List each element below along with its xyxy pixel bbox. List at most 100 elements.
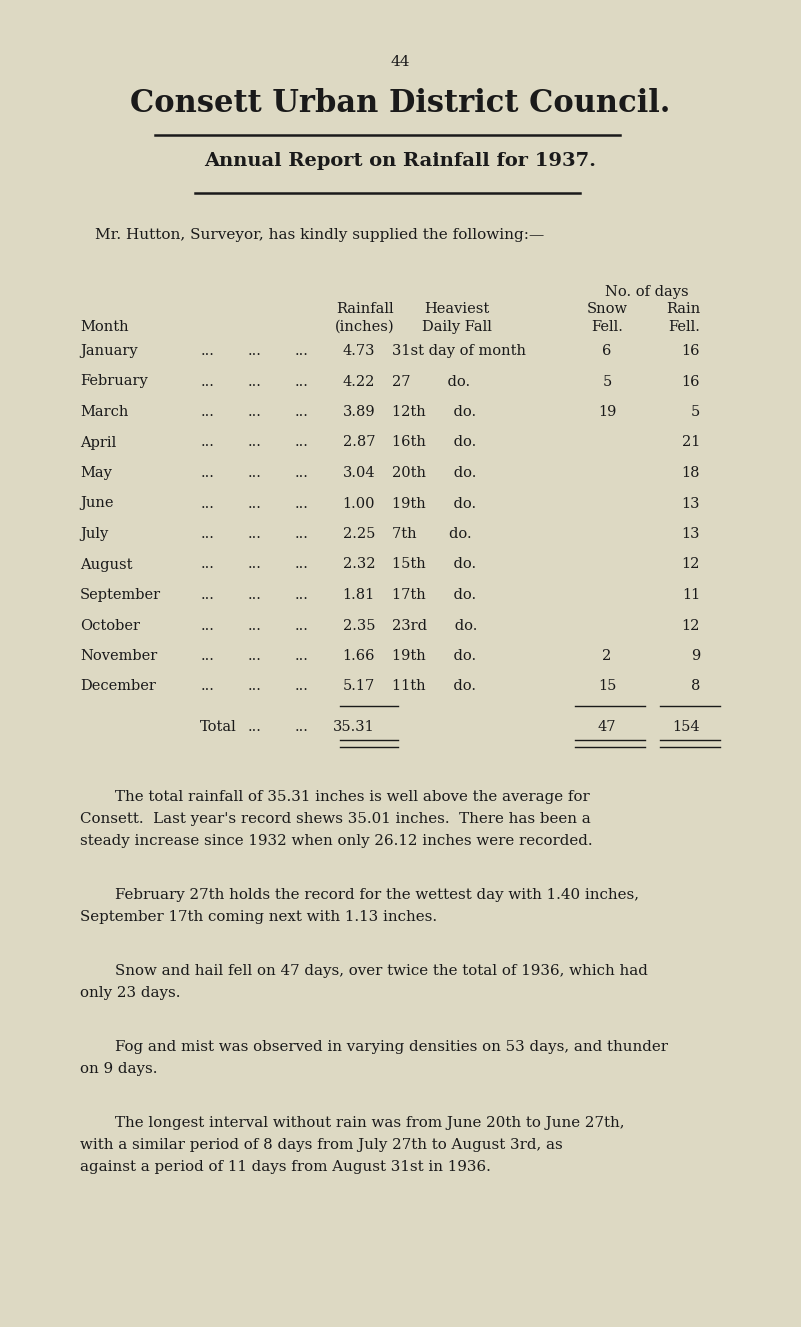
Text: The longest interval without rain was from June 20th to June 27th,: The longest interval without rain was fr… [115, 1116, 625, 1131]
Text: September 17th coming next with 1.13 inches.: September 17th coming next with 1.13 inc… [80, 910, 437, 924]
Text: June: June [80, 496, 114, 511]
Text: ...: ... [201, 435, 215, 450]
Text: ...: ... [295, 344, 309, 358]
Text: against a period of 11 days from August 31st in 1936.: against a period of 11 days from August … [80, 1160, 491, 1174]
Text: 5: 5 [602, 374, 612, 389]
Text: Total: Total [200, 721, 237, 734]
Text: ...: ... [295, 466, 309, 480]
Text: 23rd      do.: 23rd do. [392, 618, 477, 633]
Text: 6: 6 [602, 344, 612, 358]
Text: ...: ... [295, 527, 309, 541]
Text: 15th      do.: 15th do. [392, 557, 476, 572]
Text: ...: ... [248, 588, 262, 602]
Text: ...: ... [201, 527, 215, 541]
Text: ...: ... [248, 527, 262, 541]
Text: August: August [80, 557, 132, 572]
Text: 12th      do.: 12th do. [392, 405, 476, 419]
Text: ...: ... [201, 557, 215, 572]
Text: 9: 9 [690, 649, 700, 664]
Text: Rainfall: Rainfall [336, 303, 394, 316]
Text: 17th      do.: 17th do. [392, 588, 476, 602]
Text: 2.87: 2.87 [343, 435, 375, 450]
Text: 3.89: 3.89 [342, 405, 375, 419]
Text: 19th      do.: 19th do. [392, 496, 476, 511]
Text: 19th      do.: 19th do. [392, 649, 476, 664]
Text: 35.31: 35.31 [333, 721, 375, 734]
Text: March: March [80, 405, 128, 419]
Text: Snow and hail fell on 47 days, over twice the total of 1936, which had: Snow and hail fell on 47 days, over twic… [115, 963, 648, 978]
Text: 20th      do.: 20th do. [392, 466, 477, 480]
Text: ...: ... [201, 618, 215, 633]
Text: ...: ... [248, 344, 262, 358]
Text: ...: ... [201, 649, 215, 664]
Text: 2.35: 2.35 [343, 618, 375, 633]
Text: with a similar period of 8 days from July 27th to August 3rd, as: with a similar period of 8 days from Jul… [80, 1139, 563, 1152]
Text: 11th      do.: 11th do. [392, 679, 476, 694]
Text: Consett.  Last year's record shews 35.01 inches.  There has been a: Consett. Last year's record shews 35.01 … [80, 812, 591, 825]
Text: 12: 12 [682, 618, 700, 633]
Text: 5.17: 5.17 [343, 679, 375, 694]
Text: Consett Urban District Council.: Consett Urban District Council. [131, 88, 670, 119]
Text: 19: 19 [598, 405, 616, 419]
Text: ...: ... [201, 405, 215, 419]
Text: ...: ... [201, 496, 215, 511]
Text: ...: ... [248, 435, 262, 450]
Text: 5: 5 [690, 405, 700, 419]
Text: April: April [80, 435, 116, 450]
Text: ...: ... [248, 557, 262, 572]
Text: The total rainfall of 35.31 inches is well above the average for: The total rainfall of 35.31 inches is we… [115, 790, 590, 804]
Text: on 9 days.: on 9 days. [80, 1062, 158, 1076]
Text: 16: 16 [682, 374, 700, 389]
Text: ...: ... [295, 405, 309, 419]
Text: ...: ... [295, 557, 309, 572]
Text: 1.81: 1.81 [343, 588, 375, 602]
Text: 2: 2 [602, 649, 612, 664]
Text: 3.04: 3.04 [342, 466, 375, 480]
Text: ...: ... [201, 344, 215, 358]
Text: ...: ... [295, 618, 309, 633]
Text: 1.66: 1.66 [343, 649, 375, 664]
Text: ...: ... [201, 374, 215, 389]
Text: 4.22: 4.22 [343, 374, 375, 389]
Text: ...: ... [248, 649, 262, 664]
Text: ...: ... [201, 588, 215, 602]
Text: 18: 18 [682, 466, 700, 480]
Text: ...: ... [248, 679, 262, 694]
Text: Annual Report on Rainfall for 1937.: Annual Report on Rainfall for 1937. [204, 153, 597, 170]
Text: Month: Month [80, 320, 129, 334]
Text: Mr. Hutton, Surveyor, has kindly supplied the following:—: Mr. Hutton, Surveyor, has kindly supplie… [95, 228, 544, 242]
Text: Heaviest: Heaviest [425, 303, 489, 316]
Text: July: July [80, 527, 108, 541]
Text: ...: ... [248, 466, 262, 480]
Text: 4.73: 4.73 [343, 344, 375, 358]
Text: ...: ... [201, 679, 215, 694]
Text: 16th      do.: 16th do. [392, 435, 477, 450]
Text: January: January [80, 344, 138, 358]
Text: Rain: Rain [666, 303, 700, 316]
Text: September: September [80, 588, 161, 602]
Text: 154: 154 [672, 721, 700, 734]
Text: 1.00: 1.00 [343, 496, 375, 511]
Text: Snow: Snow [586, 303, 627, 316]
Text: ...: ... [295, 679, 309, 694]
Text: October: October [80, 618, 140, 633]
Text: 2.32: 2.32 [343, 557, 375, 572]
Text: No. of days: No. of days [606, 285, 689, 299]
Text: ...: ... [295, 435, 309, 450]
Text: Fog and mist was observed in varying densities on 53 days, and thunder: Fog and mist was observed in varying den… [115, 1040, 668, 1054]
Text: 13: 13 [682, 527, 700, 541]
Text: only 23 days.: only 23 days. [80, 986, 180, 1001]
Text: ...: ... [248, 496, 262, 511]
Text: Fell.: Fell. [668, 320, 700, 334]
Text: 11: 11 [682, 588, 700, 602]
Text: February 27th holds the record for the wettest day with 1.40 inches,: February 27th holds the record for the w… [115, 888, 639, 902]
Text: 44: 44 [391, 54, 410, 69]
Text: 2.25: 2.25 [343, 527, 375, 541]
Text: November: November [80, 649, 157, 664]
Text: 8: 8 [690, 679, 700, 694]
Text: ...: ... [201, 466, 215, 480]
Text: Fell.: Fell. [591, 320, 623, 334]
Text: ...: ... [248, 405, 262, 419]
Text: steady increase since 1932 when only 26.12 inches were recorded.: steady increase since 1932 when only 26.… [80, 833, 593, 848]
Text: ...: ... [295, 721, 309, 734]
